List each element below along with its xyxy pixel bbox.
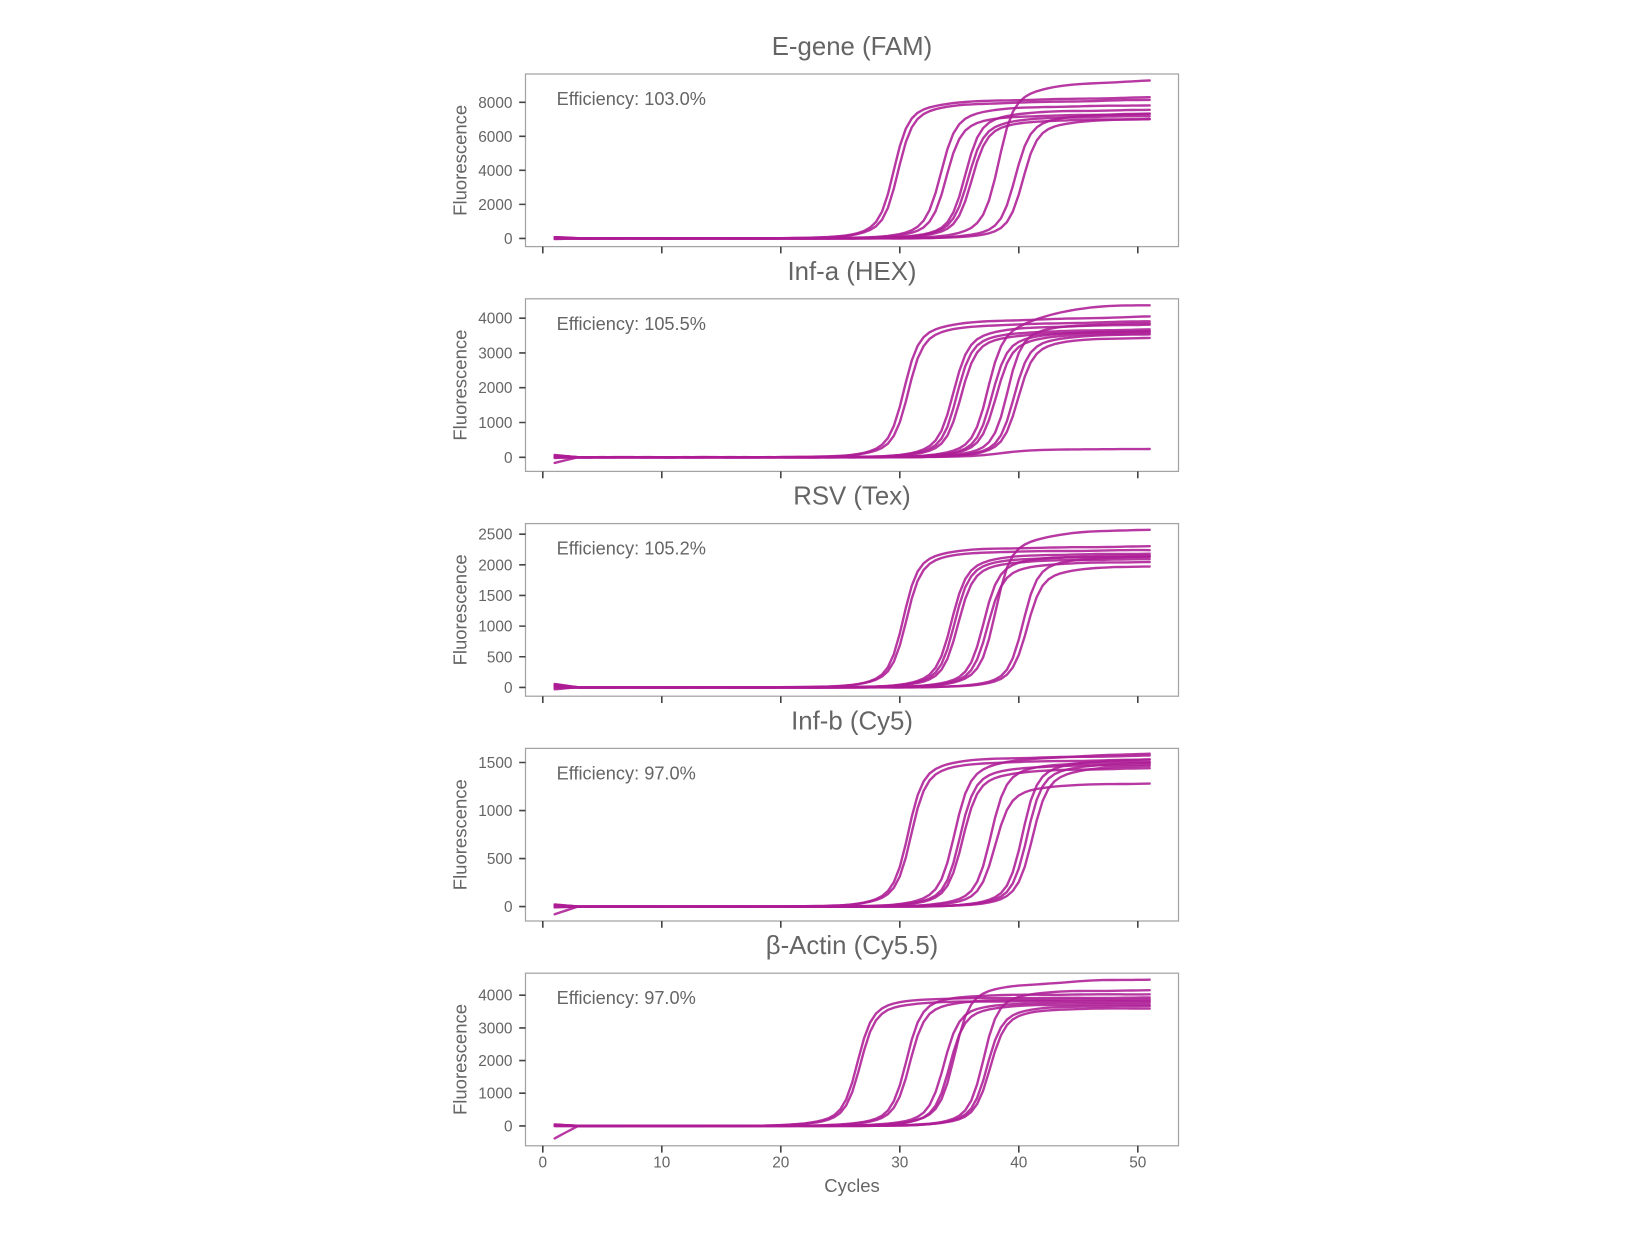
svg-text:0: 0 bbox=[504, 1118, 513, 1135]
svg-text:Efficiency: 103.0%: Efficiency: 103.0% bbox=[557, 89, 706, 109]
svg-text:RSV (Tex): RSV (Tex) bbox=[793, 483, 911, 511]
svg-text:0: 0 bbox=[504, 899, 513, 916]
svg-text:10: 10 bbox=[653, 1155, 670, 1172]
svg-text:Efficiency: 105.5%: Efficiency: 105.5% bbox=[557, 314, 706, 334]
svg-text:Efficiency: 97.0%: Efficiency: 97.0% bbox=[557, 763, 696, 783]
svg-text:2500: 2500 bbox=[478, 527, 512, 544]
svg-text:Efficiency: 105.2%: Efficiency: 105.2% bbox=[557, 539, 706, 559]
svg-text:Fluorescence: Fluorescence bbox=[450, 779, 471, 890]
svg-text:E-gene (FAM): E-gene (FAM) bbox=[772, 33, 933, 61]
svg-text:β-Actin (Cy5.5): β-Actin (Cy5.5) bbox=[766, 932, 939, 960]
svg-text:Fluorescence: Fluorescence bbox=[450, 330, 471, 441]
svg-text:1500: 1500 bbox=[478, 755, 512, 772]
svg-text:Fluorescence: Fluorescence bbox=[450, 554, 471, 665]
svg-text:30: 30 bbox=[891, 1155, 908, 1172]
svg-text:2000: 2000 bbox=[478, 557, 512, 574]
svg-text:50: 50 bbox=[1129, 1155, 1146, 1172]
svg-text:0: 0 bbox=[539, 1155, 548, 1172]
svg-text:1000: 1000 bbox=[478, 803, 512, 820]
svg-text:8000: 8000 bbox=[478, 95, 512, 112]
svg-text:Inf-b (Cy5): Inf-b (Cy5) bbox=[791, 707, 913, 735]
svg-text:1000: 1000 bbox=[478, 1086, 512, 1103]
svg-text:6000: 6000 bbox=[478, 129, 512, 146]
svg-text:500: 500 bbox=[487, 649, 513, 666]
svg-text:4000: 4000 bbox=[478, 988, 512, 1005]
svg-text:0: 0 bbox=[504, 450, 513, 467]
svg-text:Fluorescence: Fluorescence bbox=[450, 1004, 471, 1115]
svg-text:4000: 4000 bbox=[478, 163, 512, 180]
svg-text:3000: 3000 bbox=[478, 1020, 512, 1037]
svg-text:Cycles: Cycles bbox=[824, 1175, 880, 1196]
svg-text:20: 20 bbox=[772, 1155, 789, 1172]
svg-text:500: 500 bbox=[487, 851, 513, 868]
svg-text:2000: 2000 bbox=[478, 197, 512, 214]
svg-text:Fluorescence: Fluorescence bbox=[450, 105, 471, 216]
svg-text:2000: 2000 bbox=[478, 1053, 512, 1070]
svg-text:1000: 1000 bbox=[478, 619, 512, 636]
svg-text:2000: 2000 bbox=[478, 380, 512, 397]
svg-text:4000: 4000 bbox=[478, 311, 512, 328]
svg-text:1500: 1500 bbox=[478, 588, 512, 605]
svg-text:0: 0 bbox=[504, 231, 513, 248]
svg-text:40: 40 bbox=[1010, 1155, 1027, 1172]
svg-text:1000: 1000 bbox=[478, 415, 512, 432]
svg-text:Efficiency: 97.0%: Efficiency: 97.0% bbox=[557, 988, 696, 1008]
svg-text:Inf-a (HEX): Inf-a (HEX) bbox=[787, 258, 916, 286]
svg-text:0: 0 bbox=[504, 680, 513, 697]
svg-text:3000: 3000 bbox=[478, 345, 512, 362]
